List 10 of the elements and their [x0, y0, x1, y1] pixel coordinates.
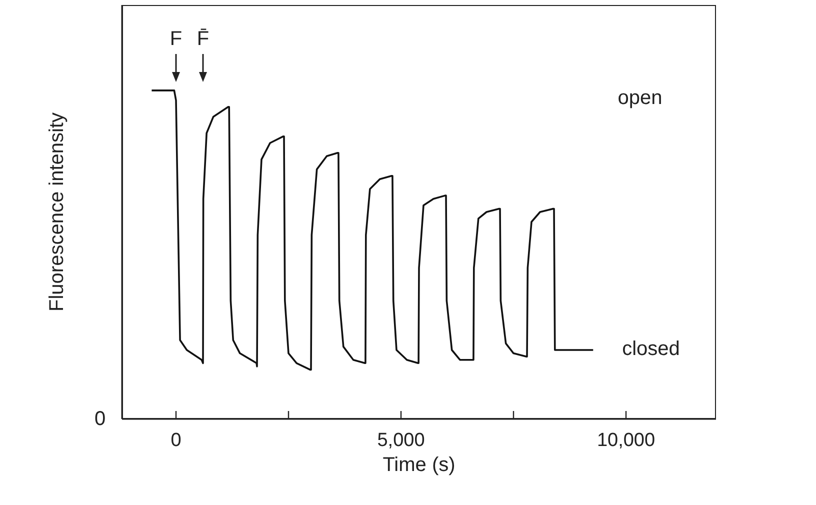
x-tick-label: 0 [170, 430, 182, 451]
text: 0 [94, 408, 106, 430]
x-tick-label: 5,000 [377, 430, 425, 451]
text: F̄ [196, 28, 210, 50]
annotation: closed [622, 338, 680, 360]
x-axis-title: Time (s) [382, 454, 456, 476]
text: F [170, 28, 182, 50]
y-axis-title: Fluorescence intensity [46, 112, 68, 312]
x-tick-label: 10,000 [596, 430, 656, 451]
annotation: open [618, 87, 662, 109]
